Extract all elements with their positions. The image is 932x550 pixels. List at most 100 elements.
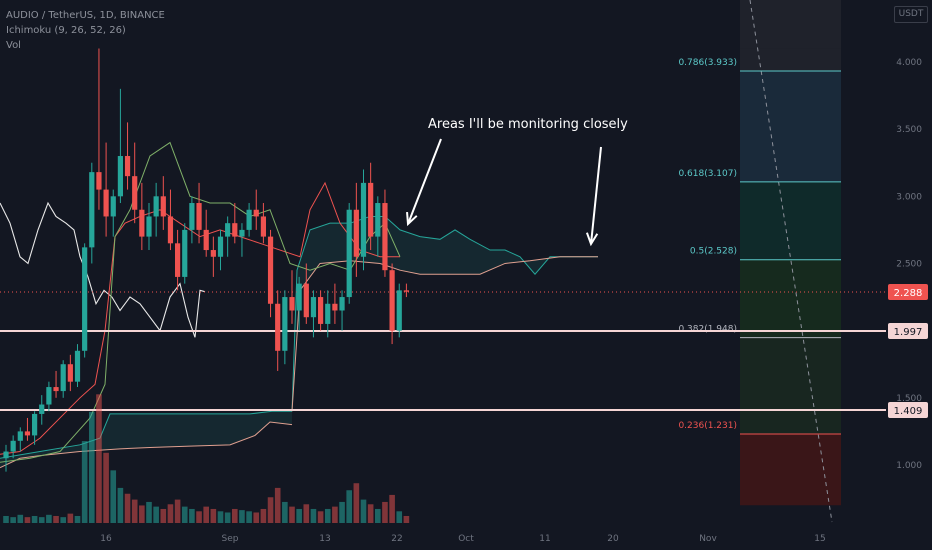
candle-body	[189, 203, 195, 230]
candle-body	[353, 209, 359, 257]
currency-badge[interactable]: USDT	[894, 6, 928, 23]
volume-bar	[10, 517, 16, 523]
volume-bar	[224, 512, 231, 523]
volume-indicator-label[interactable]: Vol	[6, 40, 21, 51]
candle-body	[296, 283, 302, 311]
candle	[203, 209, 209, 257]
volume-bar	[246, 511, 252, 523]
fib-zone	[740, 433, 841, 506]
candle-body	[368, 182, 374, 237]
volume-bar	[367, 504, 374, 523]
volume-bar	[389, 494, 395, 523]
candle	[360, 169, 367, 271]
volume-bar	[332, 506, 338, 523]
candle-body	[267, 236, 274, 304]
candle-body	[225, 223, 231, 237]
y-axis-tick-label: 4.000	[896, 58, 922, 68]
candle	[32, 411, 38, 445]
volume-bar	[232, 508, 238, 523]
volume-bar	[131, 499, 138, 523]
annotation-arrow-right	[590, 146, 602, 245]
candle	[289, 270, 295, 324]
price-badge: 2.288	[888, 283, 928, 300]
candle	[96, 48, 102, 210]
candle-body	[282, 297, 288, 351]
candle-body	[332, 303, 338, 311]
fib-zone	[740, 48, 841, 71]
candle	[303, 263, 309, 324]
volume-bar	[81, 441, 88, 523]
candle	[124, 122, 131, 190]
candle-body	[10, 440, 16, 452]
candle	[346, 203, 352, 304]
candle	[67, 354, 73, 392]
x-axis-tick-label: 15	[814, 534, 825, 544]
candle-body	[89, 172, 95, 248]
candle	[396, 283, 402, 338]
candle	[210, 236, 216, 277]
candle	[196, 182, 202, 244]
x-axis-tick-label: 16	[100, 534, 112, 544]
fib-zone	[740, 70, 841, 182]
volume-bar	[124, 493, 131, 523]
candle-body	[389, 270, 395, 331]
candle-body	[117, 156, 123, 197]
candle	[332, 283, 338, 324]
candle	[239, 223, 245, 257]
y-axis-tick-label: 3.500	[896, 125, 922, 135]
candle-body	[60, 364, 66, 392]
candle-body	[210, 250, 216, 257]
candle-body	[196, 203, 202, 230]
fib-level-label: 0.618(3.107)	[678, 169, 737, 179]
volume-bar	[239, 510, 245, 523]
volume-bar	[146, 501, 152, 523]
annotation-arrow-left-head	[406, 211, 418, 227]
annotation-arrow-right-head	[585, 232, 599, 247]
volume-bar	[403, 515, 410, 523]
candle	[39, 395, 45, 425]
price-badge-bg	[888, 323, 928, 340]
x-axis-tick-label: 11	[539, 534, 550, 544]
candle	[175, 229, 181, 291]
candle-body	[103, 189, 109, 217]
volume-bar	[167, 504, 174, 523]
volume-bar	[3, 515, 9, 523]
y-axis-tick-label: 1.500	[896, 394, 922, 404]
candle-body	[289, 297, 295, 311]
candle	[282, 290, 288, 365]
fib-zone	[740, 337, 841, 434]
candle-body	[310, 297, 317, 318]
fib-trend-line	[749, 0, 833, 523]
volume-bar	[289, 506, 295, 523]
candle	[275, 290, 281, 371]
ichimoku-cloud-upper	[292, 216, 598, 412]
candle	[89, 162, 95, 264]
candle	[110, 189, 116, 237]
symbol-title: AUDIO / TetherUS, 1D, BINANCE	[6, 10, 165, 21]
volume-bar	[382, 501, 388, 523]
candle	[60, 360, 66, 398]
price-badge-label: 1.997	[894, 327, 923, 338]
price-badge-bg	[888, 402, 928, 419]
volume-bar	[60, 517, 66, 523]
candle	[46, 381, 52, 412]
volume-bar	[203, 506, 209, 523]
volume-bar	[296, 508, 302, 523]
candle	[382, 189, 388, 277]
ichimoku-span-a	[291, 215, 598, 412]
ichimoku-indicator-label[interactable]: Ichimoku (9, 26, 52, 26)	[6, 25, 126, 36]
candle-body	[396, 290, 402, 331]
candle-body	[232, 223, 238, 237]
x-axis-tick-label: Nov	[699, 534, 717, 544]
volume-bar	[375, 508, 381, 523]
candle-body	[360, 182, 367, 257]
x-axis-tick-label: 13	[319, 534, 330, 544]
candle	[310, 290, 317, 338]
candle	[53, 370, 59, 398]
candle	[153, 182, 159, 237]
candle-body	[82, 247, 88, 351]
volume-bar	[217, 511, 224, 523]
candle-body	[53, 387, 59, 392]
volume-bar	[189, 508, 195, 523]
